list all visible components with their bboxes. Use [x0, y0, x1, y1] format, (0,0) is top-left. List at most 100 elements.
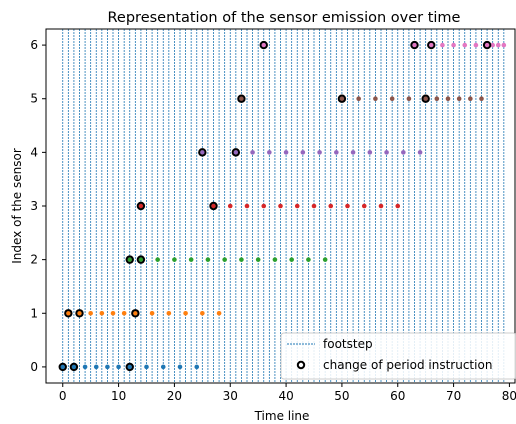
sensor-point: [250, 150, 255, 155]
legend-box: [280, 332, 516, 380]
sensor-point: [345, 203, 350, 209]
change-marker: [209, 201, 218, 211]
sensor-point: [233, 150, 239, 155]
sensor-point: [300, 150, 306, 155]
sensor-point: [200, 310, 205, 316]
sensor-point: [261, 42, 267, 48]
change-marker: [131, 309, 140, 318]
change-marker: [58, 362, 67, 372]
y-tick-label: 3: [30, 199, 38, 213]
sensor-point: [384, 150, 389, 155]
sensor-point: [188, 257, 194, 262]
change-marker: [198, 148, 207, 157]
sensor-point: [272, 257, 278, 262]
sensor-point: [222, 257, 227, 262]
sensor-point: [423, 96, 428, 102]
sensor-point: [501, 42, 507, 48]
sensor-point: [451, 42, 456, 48]
sensor-point: [350, 150, 356, 155]
change-marker: [337, 94, 347, 103]
sensor-point: [200, 150, 205, 155]
sensor-point: [294, 203, 300, 209]
sensor-point: [144, 364, 149, 370]
change-marker: [421, 94, 430, 103]
sensor-point: [261, 203, 267, 209]
change-marker: [237, 94, 246, 103]
sensor-point: [456, 96, 462, 102]
sensor-point: [155, 257, 160, 262]
change-marker: [410, 40, 419, 50]
sensor-point: [306, 257, 311, 262]
sensor-point: [127, 364, 133, 370]
change-marker: [259, 40, 268, 50]
sensor-point: [428, 42, 434, 48]
x-tick-label: 50: [334, 389, 349, 403]
sensor-point: [406, 96, 412, 102]
change-marker: [427, 40, 436, 50]
y-tick-label: 5: [30, 92, 38, 106]
sensor-point: [121, 310, 127, 316]
sensor-point: [322, 257, 328, 262]
y-tick-label: 6: [30, 38, 38, 52]
sensor-point: [373, 96, 378, 102]
sensor-point: [82, 364, 88, 370]
y-tick-label: 2: [30, 253, 38, 267]
sensor-point: [283, 150, 289, 155]
sensor-point: [445, 96, 451, 102]
x-tick-label: 0: [59, 389, 67, 403]
legend-change-label: change of period instruction: [323, 358, 492, 372]
change-marker: [231, 148, 241, 157]
sensor-point: [166, 310, 172, 316]
x-tick-label: 60: [390, 389, 405, 403]
sensor-point: [328, 203, 334, 209]
y-tick-label: 0: [30, 360, 38, 374]
sensor-point: [334, 150, 339, 155]
sensor-point: [211, 203, 216, 209]
x-tick-label: 10: [111, 389, 126, 403]
change-marker: [136, 255, 146, 264]
sensor-point: [267, 150, 272, 155]
change-marker: [64, 309, 73, 318]
sensor-point: [484, 42, 490, 48]
sensor-point: [440, 42, 445, 48]
x-axis-ticks: 0 10 20 30 40 50 60 70 80: [59, 383, 516, 403]
sensor-point: [434, 96, 440, 102]
sensor-point: [205, 257, 211, 262]
chart-title: Representation of the sensor emission ov…: [108, 10, 461, 26]
sensor-point: [77, 310, 82, 316]
sensor-point: [177, 364, 183, 370]
change-marker: [482, 40, 492, 50]
sensor-point: [361, 203, 367, 209]
sensor-point: [127, 257, 133, 262]
sensor-point: [417, 150, 423, 155]
sensor-point: [183, 310, 188, 316]
x-tick-label: 40: [278, 389, 293, 403]
sensor-point: [216, 310, 222, 316]
sensor-point: [473, 42, 479, 48]
sensor-point: [239, 96, 244, 102]
x-tick-label: 70: [446, 389, 461, 403]
sensor-point: [255, 257, 261, 262]
change-marker: [69, 362, 79, 372]
sensor-point: [239, 257, 244, 262]
change-marker: [136, 201, 146, 211]
legend-change-swatch: [296, 360, 306, 370]
sensor-point: [172, 257, 177, 262]
sensor-point: [138, 257, 144, 262]
sensor-point: [138, 203, 144, 209]
sensor-point: [227, 203, 233, 209]
change-markers: [58, 40, 492, 372]
y-axis-ticks: 0 1 2 3 4 5 6: [30, 38, 46, 374]
sensor-point: [160, 364, 166, 370]
sensor-point: [278, 203, 283, 209]
y-tick-label: 1: [30, 306, 38, 320]
sensor-point: [149, 310, 155, 316]
legend: footstep change of period instruction: [280, 332, 516, 380]
sensor-point: [71, 364, 77, 370]
sensor-point: [105, 364, 110, 370]
sensor-point: [116, 364, 121, 370]
change-marker: [125, 362, 134, 372]
x-tick-label: 20: [167, 389, 182, 403]
change-marker: [75, 309, 84, 318]
